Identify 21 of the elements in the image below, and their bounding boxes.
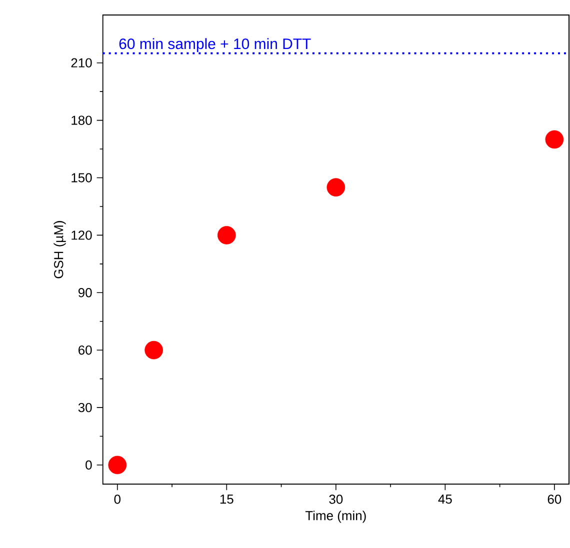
- x-tick-label: 30: [329, 494, 343, 504]
- point: [545, 130, 564, 149]
- y-tick-label: 30: [78, 402, 92, 412]
- y-tick-label: 90: [78, 288, 92, 298]
- point: [217, 226, 236, 244]
- x-tick-label: 0: [114, 494, 120, 504]
- y-tick-label: 180: [72, 116, 92, 125]
- ref-line-label: 60 min sample + 10 min DTT: [119, 38, 311, 52]
- x-axis-title: Time (min): [305, 510, 366, 523]
- x-tick-label: 45: [438, 494, 452, 504]
- point: [326, 178, 346, 196]
- y-axis-title: GSH (µM): [54, 221, 66, 278]
- x-tick-label: 60: [548, 494, 562, 504]
- point: [108, 456, 127, 474]
- y-tick-label: 210: [71, 58, 92, 68]
- y-tick-label: 0: [86, 460, 92, 470]
- y-tick-label: 120: [72, 230, 92, 240]
- point: [144, 340, 163, 360]
- x-tick-label: 15: [220, 494, 234, 504]
- y-tick-label: 60: [78, 345, 92, 355]
- y-tick-label: 150: [72, 173, 92, 182]
